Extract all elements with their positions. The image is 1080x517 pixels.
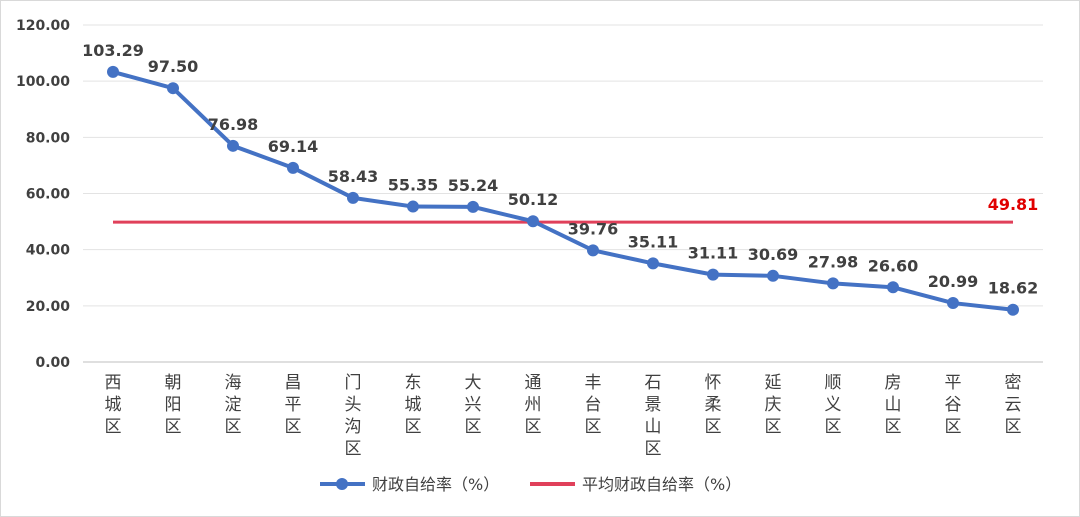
y-tick-label: 0.00 — [35, 355, 70, 371]
data-point — [587, 244, 599, 257]
y-tick-label: 20.00 — [26, 299, 71, 315]
legend-marker-main — [336, 478, 348, 490]
x-tick-label: 昌平区 — [285, 373, 302, 437]
x-axis: 西城区 朝阳区 海淀区 昌平区 门头沟区 东城区 大兴区 通州区 丰台区 石景山区 怀柔区 延庆区 顺义… — [105, 373, 1022, 459]
y-tick-label: 100.00 — [16, 74, 70, 90]
x-tick-label: 顺义区 — [825, 373, 842, 437]
data-point — [167, 82, 179, 95]
x-tick-label: 石景山区 — [645, 373, 662, 459]
legend-label-main: 财政自给率（%） — [372, 475, 499, 494]
legend-label-average: 平均财政自给率（%） — [582, 475, 741, 494]
data-label: 39.76 — [568, 219, 619, 238]
data-label: 97.50 — [148, 57, 199, 76]
data-label: 31.11 — [688, 244, 739, 263]
data-point — [1007, 303, 1019, 316]
data-label: 55.24 — [448, 176, 499, 195]
data-label: 103.29 — [82, 41, 144, 60]
legend: 财政自给率（%） 平均财政自给率（%） — [320, 475, 741, 494]
data-point — [527, 215, 539, 228]
x-tick-label: 大兴区 — [465, 373, 482, 437]
x-tick-label: 延庆区 — [765, 373, 782, 437]
data-point — [467, 200, 479, 213]
x-tick-label: 通州区 — [525, 373, 542, 437]
data-label: 26.60 — [868, 256, 919, 275]
x-tick-label: 房山区 — [885, 373, 902, 437]
data-point — [227, 139, 239, 152]
data-label: 18.62 — [988, 279, 1039, 298]
main-series — [107, 65, 1019, 316]
data-label: 35.11 — [628, 232, 679, 251]
data-point — [887, 281, 899, 294]
y-tick-label: 40.00 — [26, 243, 71, 259]
data-point — [947, 297, 959, 310]
x-tick-label: 平谷区 — [945, 373, 962, 437]
gridlines — [83, 24, 1043, 363]
y-tick-label: 60.00 — [26, 187, 71, 203]
data-label: 58.43 — [328, 167, 379, 186]
x-tick-label: 密云区 — [1005, 373, 1022, 437]
series-line — [112, 69, 1014, 312]
x-tick-label: 丰台区 — [585, 373, 602, 437]
data-label: 69.14 — [268, 137, 319, 156]
data-label: 27.98 — [808, 252, 859, 271]
data-point — [827, 277, 839, 290]
data-label: 50.12 — [508, 190, 559, 209]
x-tick-label: 朝阳区 — [165, 373, 182, 437]
y-axis: 0.00 20.00 40.00 60.00 80.00 100.00 120.00 — [16, 18, 70, 371]
y-tick-label: 120.00 — [16, 18, 70, 34]
x-tick-label: 海淀区 — [225, 373, 242, 437]
data-point — [647, 257, 659, 270]
x-tick-label: 门头沟区 — [345, 373, 362, 459]
x-tick-label: 怀柔区 — [705, 373, 722, 437]
average-label: 49.81 — [988, 195, 1039, 214]
data-point — [707, 268, 719, 281]
average-series: 49.81 — [113, 195, 1039, 224]
data-point — [767, 269, 779, 282]
data-point — [107, 65, 119, 78]
data-point — [347, 191, 359, 204]
data-label: 55.35 — [388, 176, 439, 195]
x-tick-label: 西城区 — [105, 373, 122, 437]
data-label: 76.98 — [208, 115, 259, 134]
x-tick-label: 东城区 — [405, 373, 422, 437]
data-label: 20.99 — [928, 272, 979, 291]
data-label: 30.69 — [748, 245, 799, 264]
y-tick-label: 80.00 — [26, 130, 71, 146]
data-point — [407, 200, 419, 213]
data-point — [287, 161, 299, 174]
